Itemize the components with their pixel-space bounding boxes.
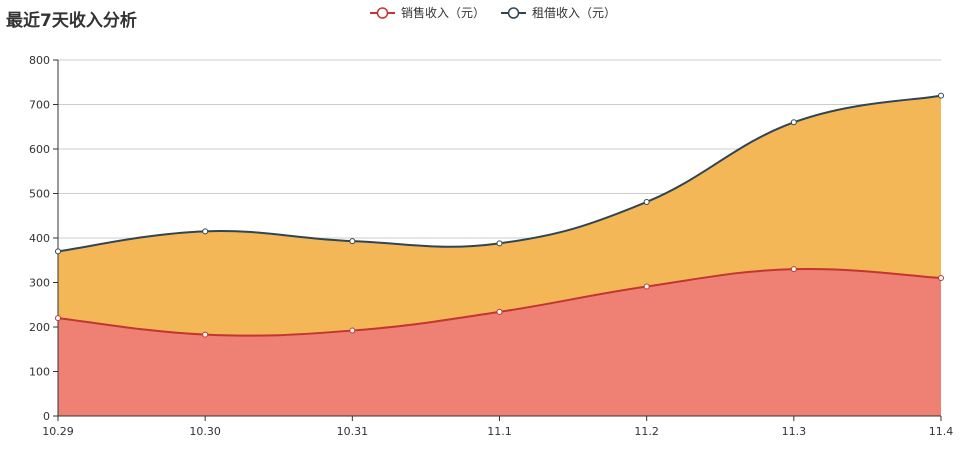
legend-sales-icon [370,6,395,19]
y-tick-label: 100 [29,366,50,379]
y-tick-label: 0 [43,410,50,423]
series-area-0 [58,268,941,416]
data-point [938,92,944,99]
y-tick-label: 200 [29,321,50,334]
y-tick-label: 300 [29,277,50,290]
x-tick-label: 10.30 [189,425,221,438]
legend-sales-label: 销售收入（元） [401,6,486,20]
data-point [55,248,61,255]
data-point [496,308,503,315]
data-point [349,238,356,245]
x-tick-label: 11.2 [634,425,659,438]
data-point [790,266,797,273]
y-tick-label: 500 [29,188,50,201]
legend-rental-icon [501,6,527,19]
series-area-1 [58,95,941,336]
legend-item-sales[interactable]: 销售收入（元） [370,4,485,21]
x-tick-label: 11.4 [929,425,954,438]
data-point [202,228,209,235]
y-tick-label: 600 [29,143,50,156]
data-point [643,283,650,290]
data-point [643,198,650,205]
legend-item-rental[interactable]: 租借收入（元） [501,4,616,21]
y-tick-label: 400 [29,232,50,245]
x-tick-label: 10.29 [42,425,74,438]
data-point [202,331,209,338]
y-tick-label: 800 [29,54,50,67]
data-point [790,119,797,126]
data-point [496,240,503,247]
chart-title: 最近7天收入分析 [6,11,137,31]
x-tick-label: 11.1 [487,425,512,438]
legend-rental-label: 租借收入（元） [532,6,617,20]
data-point [938,275,944,282]
chart-legend: 销售收入（元） 租借收入（元） [370,4,616,21]
x-tick-label: 10.31 [337,425,369,438]
y-tick-label: 700 [29,99,50,112]
data-point [55,315,61,322]
data-point [349,327,356,334]
x-tick-label: 11.3 [782,425,807,438]
